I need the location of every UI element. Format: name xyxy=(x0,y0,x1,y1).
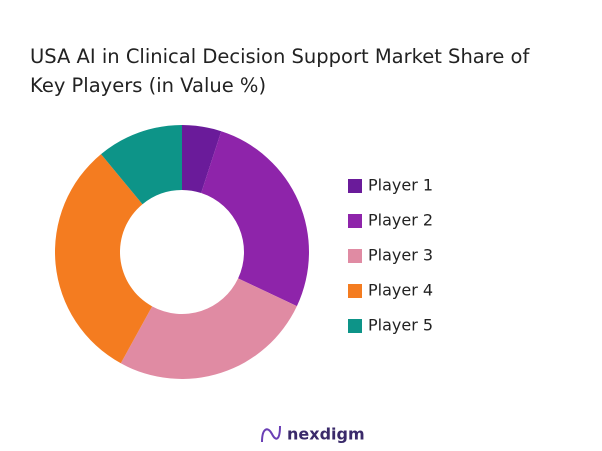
legend-label: Player 4 xyxy=(368,281,433,300)
donut-slice xyxy=(54,154,153,364)
chart-title: USA AI in Clinical Decision Support Mark… xyxy=(30,45,530,97)
legend-swatch xyxy=(348,249,362,263)
legend-swatch xyxy=(348,179,362,193)
legend-swatch xyxy=(348,214,362,228)
legend-swatch xyxy=(348,319,362,333)
legend-label: Player 3 xyxy=(368,246,433,265)
legend-label: Player 1 xyxy=(368,176,433,195)
logo-text: nexdigm xyxy=(287,425,365,444)
logo-icon xyxy=(261,425,281,443)
donut-slice xyxy=(120,278,297,380)
legend-label: Player 2 xyxy=(368,211,433,230)
donut-slice xyxy=(182,125,222,194)
donut-slice xyxy=(201,131,309,307)
donut-slice xyxy=(101,125,182,205)
legend-label: Player 5 xyxy=(368,316,433,335)
legend-swatch xyxy=(348,284,362,298)
